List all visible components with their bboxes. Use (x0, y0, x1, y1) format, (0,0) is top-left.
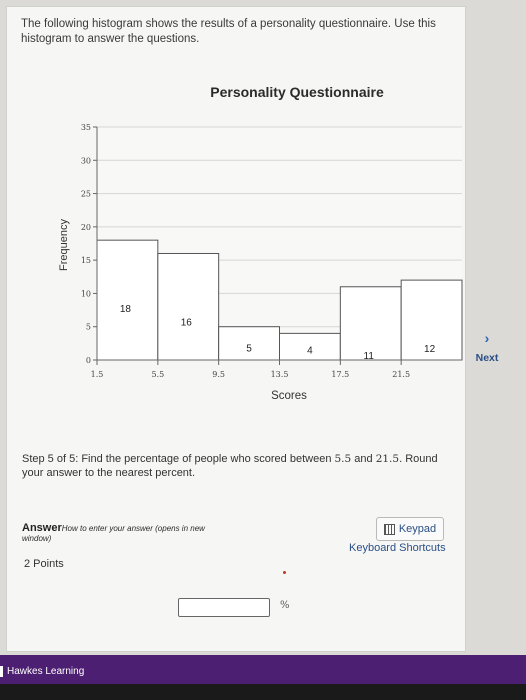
answer-section: AnswerHow to enter your answer (opens in… (22, 522, 205, 543)
keypad-label: Keypad (398, 523, 437, 535)
histogram-bar (157, 252, 220, 361)
y-axis-title: Frequency (58, 219, 70, 271)
x-tick-label: 9.5 (212, 370, 225, 379)
y-tick-label: 5 (86, 323, 91, 332)
x-axis-title: Scores (271, 390, 307, 402)
y-tick-label: 15 (81, 256, 91, 265)
chevron-right-icon: › (484, 330, 490, 346)
bar-value-label: 4 (307, 345, 313, 356)
keyboard-shortcuts-link[interactable]: Keyboard Shortcuts (349, 542, 446, 554)
x-axis: 1.5 5.5 9.5 13.5 17.5 21.5 (91, 359, 462, 379)
y-tick-label: 30 (81, 156, 91, 165)
answer-input[interactable] (178, 598, 270, 617)
y-tick-label: 35 (81, 123, 91, 132)
points-label: 2 Points (24, 558, 64, 570)
histogram-bar (218, 326, 281, 361)
y-tick-label: 25 (81, 190, 91, 199)
x-tick-label: 13.5 (271, 370, 289, 379)
x-tick-label: 1.5 (91, 370, 104, 379)
bars (96, 239, 463, 361)
footer-strip (0, 684, 526, 700)
y-tick-label: 10 (81, 289, 91, 298)
bar-value-label: 5 (246, 344, 252, 355)
x-tick-label: 17.5 (331, 370, 349, 379)
step-question: Step 5 of 5: Find the percentage of peop… (22, 452, 442, 480)
chart-title: Personality Questionnaire (210, 84, 384, 100)
histogram-bar (96, 239, 159, 361)
x-tick-label: 21.5 (392, 370, 410, 379)
step-prefix-text: Step 5 of 5: Find the percentage of peop… (22, 453, 332, 465)
step-high-value: 21.5 (375, 453, 400, 465)
bar-value-label: 18 (120, 304, 132, 315)
step-and: and (354, 453, 373, 465)
step-low-value: 5.5 (334, 453, 352, 465)
question-intro: The following histogram shows the result… (21, 18, 436, 45)
bar-labels: 18 16 5 4 11 12 (120, 304, 436, 362)
y-tick-label: 20 (81, 223, 91, 232)
cursor-dot (283, 571, 286, 574)
brand-label: Hawkes Learning (0, 666, 84, 677)
bar-value-label: 16 (181, 317, 193, 328)
percent-unit: % (280, 600, 290, 611)
histogram-bar (400, 279, 463, 361)
bar-value-label: 11 (364, 351, 375, 362)
answer-help-link[interactable]: How to enter your answer (opens in new (61, 524, 205, 533)
bar-value-label: 12 (424, 344, 436, 355)
step-suffix: . Round your answer to the nearest perce… (22, 453, 438, 479)
next-button[interactable]: › Next (470, 330, 504, 364)
x-tick-label: 5.5 (151, 370, 164, 379)
keypad-button[interactable]: Keypad (376, 517, 444, 541)
answer-label: Answer (22, 522, 62, 534)
histogram-bar (339, 286, 402, 361)
y-axis: 0 5 10 15 20 25 30 35 (81, 123, 98, 365)
y-tick-label: 0 (86, 356, 91, 365)
answer-help-link-cont[interactable]: window) (22, 534, 52, 543)
keypad-icon (383, 523, 395, 535)
next-label: Next (475, 352, 499, 364)
footer-bar: Hawkes Learning (0, 655, 526, 700)
